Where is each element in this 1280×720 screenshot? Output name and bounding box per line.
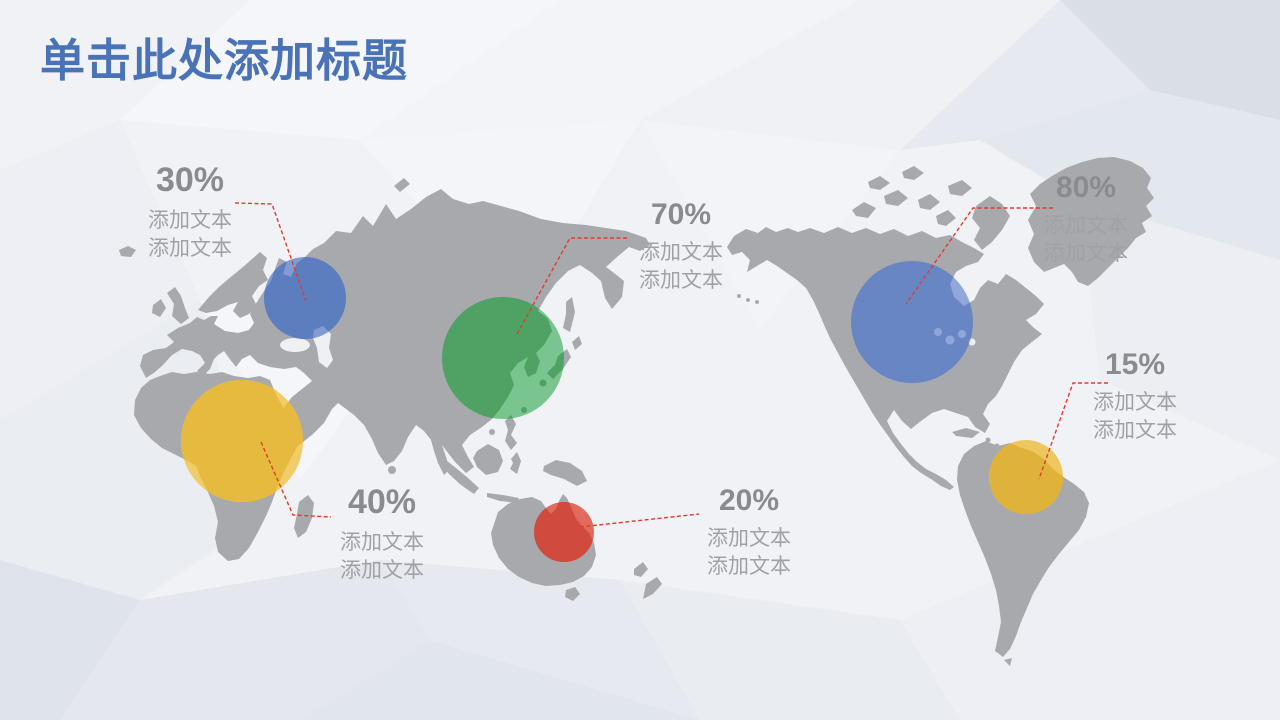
placeholder-text-line[interactable]: 添加文本 (340, 531, 424, 555)
bubble-australia[interactable] (119, 157, 1154, 666)
placeholder-text-line[interactable]: 添加文本 (1044, 214, 1128, 237)
leader-line-30 (234, 202, 307, 302)
placeholder-text-line[interactable]: 添加文本 (148, 209, 232, 233)
placeholder-text-line[interactable]: 添加文本 (1093, 391, 1177, 414)
bubble-africa[interactable] (119, 157, 1154, 666)
placeholder-text-line[interactable]: 添加文本 (340, 559, 424, 583)
percent-value[interactable]: 80% (1055, 171, 1117, 204)
callout-north-america[interactable]: 80% 添加文本 添加文本 (1011, 171, 1161, 267)
placeholder-text-line[interactable]: 添加文本 (707, 554, 791, 578)
bubble-south-america[interactable] (119, 157, 1154, 666)
placeholder-text-line[interactable]: 添加文本 (148, 237, 232, 261)
bubble-east-asia[interactable] (119, 157, 1154, 666)
leader-line-40 (260, 441, 332, 518)
leader-lines (234, 202, 1108, 528)
placeholder-text-line[interactable]: 添加文本 (639, 268, 723, 292)
placeholder-text-line[interactable]: 添加文本 (1044, 241, 1128, 265)
leader-line-15 (1038, 382, 1108, 480)
percent-value[interactable]: 30% (155, 161, 225, 199)
callout-east-asia[interactable]: 70% 添加文本 添加文本 (606, 198, 756, 294)
percent-value[interactable]: 15% (1104, 348, 1166, 381)
placeholder-text-line[interactable]: 添加文本 (639, 241, 723, 264)
placeholder-text-line[interactable]: 添加文本 (1093, 418, 1177, 442)
callout-africa[interactable]: 40% 添加文本 添加文本 (307, 483, 457, 585)
callout-south-america[interactable]: 15% 添加文本 添加文本 (1060, 348, 1210, 444)
bubble-north-america[interactable] (119, 157, 1154, 666)
callout-australia[interactable]: 20% 添加文本 添加文本 (674, 484, 824, 580)
leader-line-20 (579, 513, 700, 528)
callout-europe-russia[interactable]: 30% 添加文本 添加文本 (115, 161, 265, 263)
page-title[interactable]: 单击此处添加标题 (40, 35, 409, 86)
placeholder-text-line[interactable]: 添加文本 (707, 527, 791, 550)
percent-value[interactable]: 70% (650, 198, 712, 231)
percent-value[interactable]: 20% (718, 484, 780, 517)
leader-line-80 (905, 207, 1053, 305)
percent-value[interactable]: 40% (347, 483, 417, 521)
leader-line-70 (516, 237, 627, 335)
